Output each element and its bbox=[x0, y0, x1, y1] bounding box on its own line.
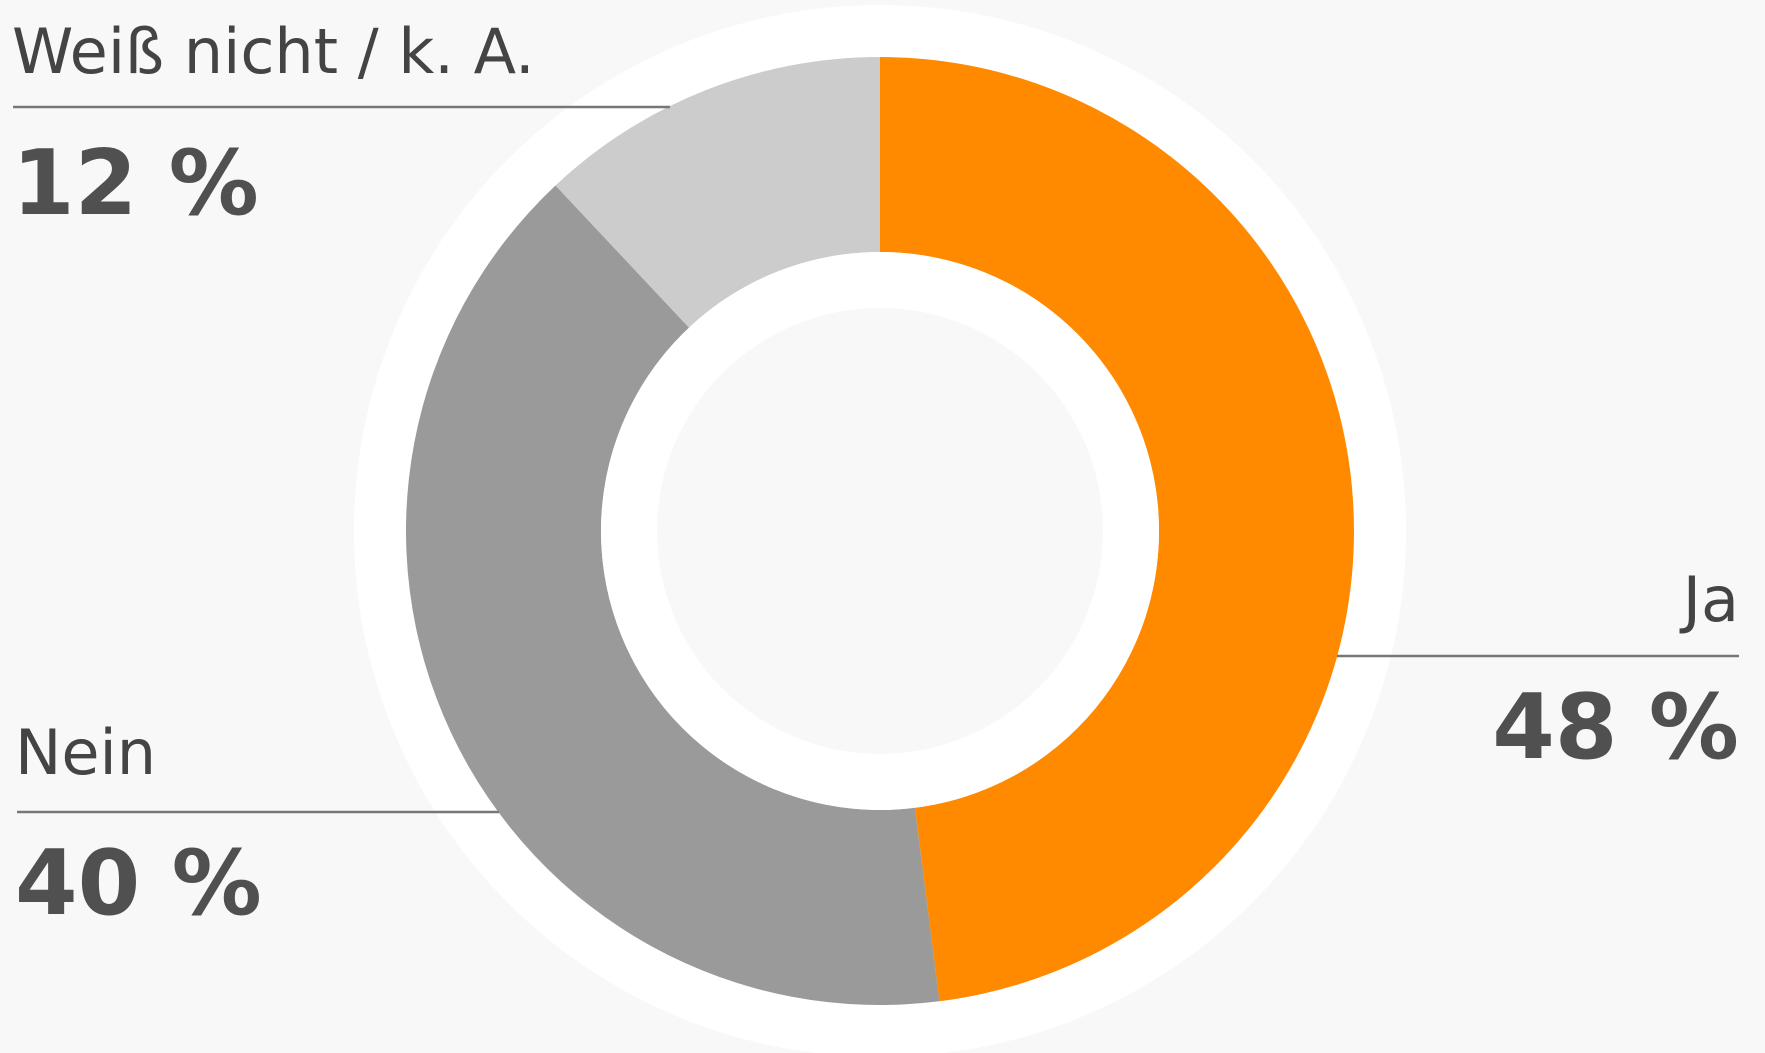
value-label: 12 % bbox=[12, 131, 259, 236]
hole bbox=[657, 308, 1103, 754]
donut-segment bbox=[555, 57, 880, 328]
donut-segment bbox=[405, 185, 940, 1005]
value-label: 40 % bbox=[15, 831, 262, 936]
segments bbox=[405, 57, 1355, 1005]
category-label: Nein bbox=[15, 716, 156, 789]
value-label: 48 % bbox=[1492, 675, 1739, 780]
labels: Ja 48 % Nein 40 % Weiß nicht / k. A. 12 % bbox=[12, 15, 1739, 936]
category-label: Ja bbox=[1679, 563, 1739, 636]
donut-segment bbox=[880, 57, 1355, 1002]
category-label: Weiß nicht / k. A. bbox=[12, 15, 535, 88]
